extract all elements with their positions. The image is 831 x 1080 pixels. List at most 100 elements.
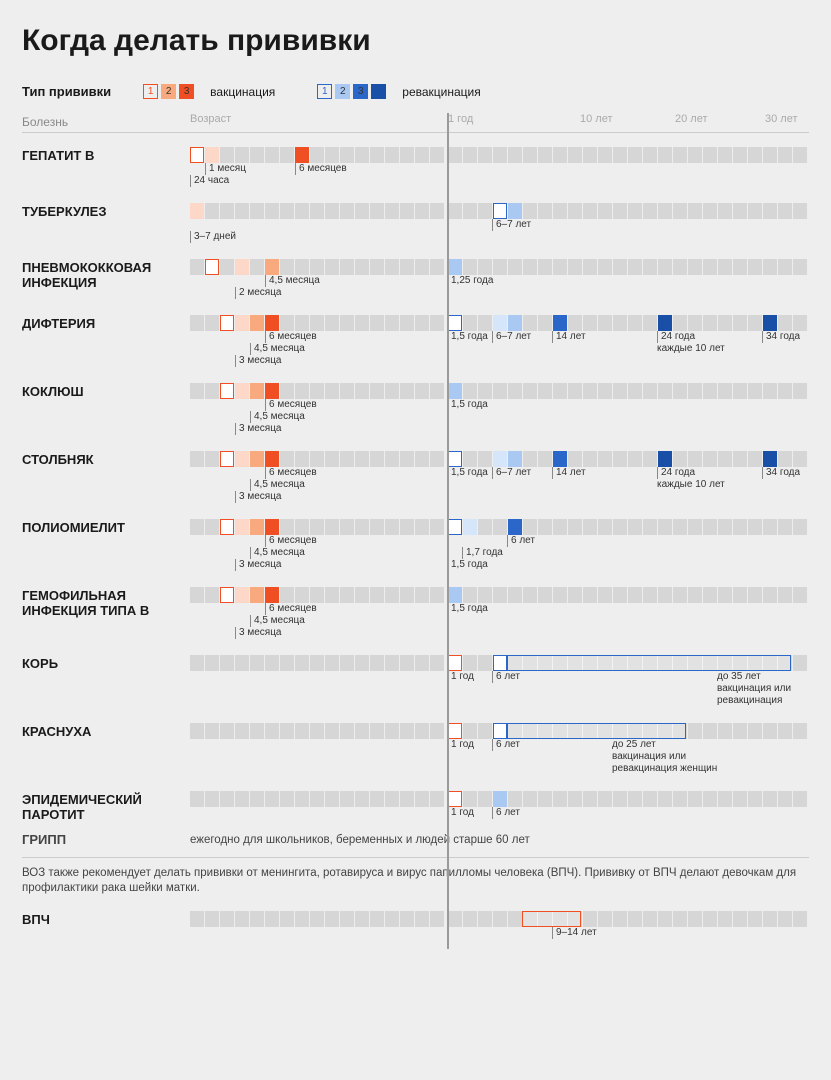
header-tick: 1 год [448,113,473,125]
cell [265,147,279,163]
dose-cell [493,791,507,807]
cell [280,911,294,927]
cell [703,519,717,535]
dose-cell [220,519,234,535]
cell [415,451,429,467]
cell [613,519,627,535]
cell [673,259,687,275]
cell [415,911,429,927]
dose-cell [508,315,522,331]
cell [688,383,702,399]
cell [793,315,807,331]
cell [583,791,597,807]
dose-cell [265,587,279,603]
cell [478,655,492,671]
dose-cell [493,723,507,739]
cell [370,655,384,671]
cell [478,383,492,399]
dose-cell [220,383,234,399]
cell [508,147,522,163]
cell [553,383,567,399]
cell [553,791,567,807]
cell [613,587,627,603]
cell [430,655,444,671]
cell [220,203,234,219]
cell [265,723,279,739]
cell [355,791,369,807]
dose-label: 6–7 лет [492,219,531,231]
cell [763,723,777,739]
cell [430,587,444,603]
cell [355,723,369,739]
cell [508,383,522,399]
cell [325,519,339,535]
timeline: 1 месяц24 часа6 месяцев [190,147,809,191]
cell [430,147,444,163]
cell [325,315,339,331]
cell [793,519,807,535]
cell [718,383,732,399]
timeline: 6 месяцев4,5 месяца3 месяца6 лет1,7 года… [190,519,809,575]
cell [340,203,354,219]
cell [568,147,582,163]
cell [703,587,717,603]
cell [385,383,399,399]
cell [340,791,354,807]
cell [703,791,717,807]
cell [523,259,537,275]
cell [400,451,414,467]
cell [523,587,537,603]
cell [463,587,477,603]
footnote-text: ВОЗ также рекомендует делать прививки от… [22,866,809,897]
cell [778,587,792,603]
cell [415,587,429,603]
disease-row: ПНЕВМОКОККОВАЯ ИНФЕКЦИЯ4,5 месяца2 месяц… [22,253,809,309]
cell [463,315,477,331]
cell [448,147,462,163]
disease-row: ТУБЕРКУЛЕЗ3–7 дней6–7 лет [22,197,809,253]
dose-cell [493,451,507,467]
dose-label: 14 лет [552,331,586,343]
page-title: Когда делать прививки [22,24,809,58]
cell [190,587,204,603]
cell [598,791,612,807]
dose-cell [448,259,462,275]
cell [763,519,777,535]
disease-row: КРАСНУХА1 год6 летдо 25 летвакцинация ил… [22,717,809,785]
dose-cell [448,655,462,671]
cell [583,203,597,219]
flu-text: ежегодно для школьников, беременных и лю… [190,833,530,849]
cell [583,519,597,535]
cell [280,655,294,671]
cell [793,587,807,603]
cell [295,315,309,331]
cell [673,203,687,219]
cell [310,791,324,807]
cell [310,587,324,603]
cell [370,147,384,163]
dose-label: 6 лет [492,739,520,751]
cell [205,791,219,807]
dose-label: до 25 лет [612,739,656,751]
cell [523,315,537,331]
cell [598,519,612,535]
cell [340,723,354,739]
cell [613,791,627,807]
cell [523,203,537,219]
cell [205,587,219,603]
cell [733,315,747,331]
dose-label: 6–7 лет [492,467,531,479]
cell [400,655,414,671]
cell [658,203,672,219]
cell [583,587,597,603]
cell [295,259,309,275]
cell [190,791,204,807]
cell [370,315,384,331]
dose-label: 1,5 года [447,467,488,479]
cell [628,791,642,807]
cell [598,451,612,467]
cell [340,451,354,467]
cell [748,147,762,163]
cell [400,911,414,927]
dose-cell [493,655,507,671]
